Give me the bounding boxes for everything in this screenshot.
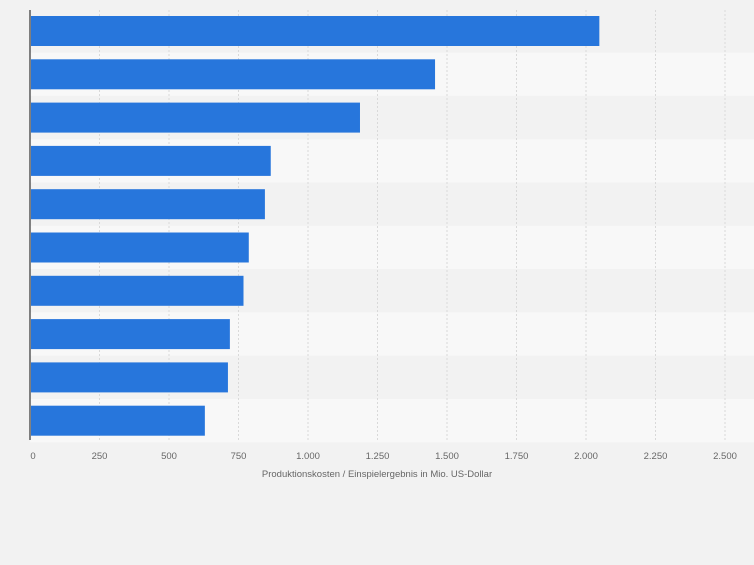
x-tick-label: 2.000 <box>574 451 598 462</box>
x-tick-label: 1.750 <box>505 451 529 462</box>
x-tick-label: 2.250 <box>644 451 668 462</box>
x-tick-label: 1.250 <box>366 451 390 462</box>
x-tick-label: 2.500 <box>713 451 737 462</box>
bar-8[interactable] <box>31 319 230 350</box>
bar-6[interactable] <box>31 232 249 263</box>
bar-1[interactable] <box>31 16 600 46</box>
bar-2[interactable] <box>31 59 436 90</box>
bar-5[interactable] <box>31 189 265 220</box>
x-tick-label: 500 <box>161 451 177 462</box>
x-axis-ticks: 0 250 500 750 1.000 1.250 1.500 1.750 2.000 2.250… <box>30 451 737 462</box>
x-tick-label: 750 <box>231 451 247 462</box>
x-tick-label: 0 <box>30 451 35 462</box>
bar-9[interactable] <box>31 362 228 393</box>
x-tick-label: 1.000 <box>296 451 320 462</box>
x-axis-label: Produktionskosten / Einspielergebnis in … <box>262 469 492 480</box>
bar-7[interactable] <box>31 275 244 306</box>
bar-10[interactable] <box>31 405 205 436</box>
x-tick-label: 1.500 <box>435 451 459 462</box>
bars <box>31 16 600 436</box>
bar-4[interactable] <box>31 145 271 176</box>
x-tick-label: 250 <box>92 451 108 462</box>
bar-3[interactable] <box>31 102 360 133</box>
